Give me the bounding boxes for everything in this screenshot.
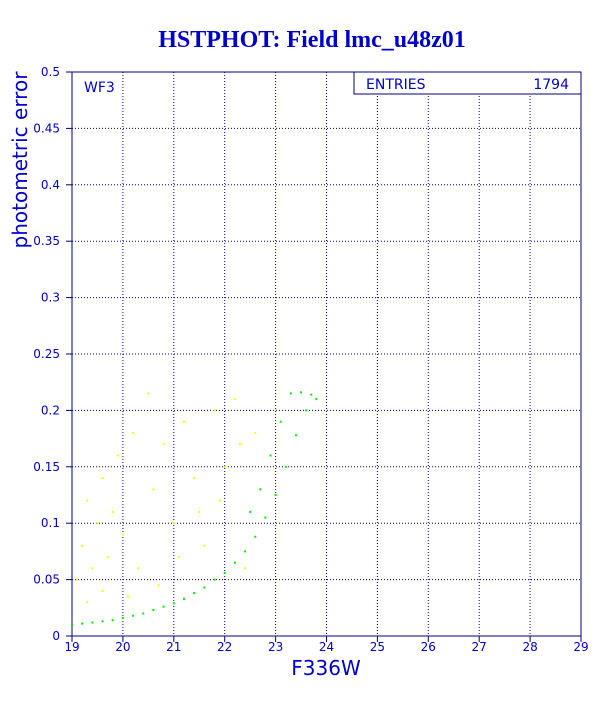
scatter-point [289,392,292,395]
scatter-point [203,544,206,547]
scatter-point [193,477,196,480]
scatter-point [274,494,277,496]
scatter-point [96,522,99,525]
scatter-point [203,586,206,589]
x-tick-label: 21 [166,640,181,654]
scatter-point [91,567,94,570]
x-tick-label: 28 [522,640,537,654]
scatter-point [182,420,185,423]
scatter-point [269,454,272,457]
y-tick-label: 0.1 [41,516,60,530]
scatter-points [71,391,318,626]
scatter-point [198,510,201,513]
scatter-point [223,465,226,468]
scatter-point [111,510,114,513]
stats-box [353,71,582,95]
scatter-point [294,434,297,437]
x-tick-label: 24 [319,640,334,654]
scatter-point [81,622,84,625]
scatter-point [121,533,124,536]
scatter-point [152,488,155,491]
scatter-point [86,499,89,502]
scatter-point [193,592,196,595]
scatter-point [218,499,221,502]
x-axis-ticks: 19 20 21 22 23 24 25 26 27 28 29 [64,636,589,654]
scatter-point [126,595,129,598]
x-tick-label: 29 [573,640,588,654]
scatter-point [106,556,109,559]
scatter-point [152,609,155,612]
y-tick-label: 0.35 [33,234,60,248]
x-tick-label: 22 [217,640,232,654]
scatter-point [259,488,262,491]
scatter-point [157,584,160,587]
x-tick-label: 25 [370,640,385,654]
y-tick-label: 0.5 [41,65,60,79]
scatter-point [238,443,241,446]
scatter-point [147,392,150,395]
scatter-point [182,597,185,600]
y-tick-label: 0.15 [33,460,60,474]
x-tick-label: 19 [64,640,79,654]
scatter-point [132,614,135,617]
scatter-point [244,567,247,570]
scatter-point [233,561,236,564]
y-tick-label: 0.2 [41,403,60,417]
scatter-point [254,535,257,538]
scatter-point [76,578,79,581]
y-tick-label: 0.4 [41,178,60,192]
y-tick-label: 0.45 [33,121,60,135]
scatter-point [233,398,236,401]
y-axis-ticks: 0 0.05 0.1 0.15 0.2 0.25 0.3 0.35 0.4 0.45 0.5 [33,65,72,643]
scatter-point [71,623,73,626]
chart-title: HSTPHOT: Field lmc_u48z01 [158,27,466,53]
stats-entries-value: 1794 [533,77,569,93]
scatter-point [315,398,318,401]
x-tick-label: 27 [472,640,487,654]
scatter-point [121,616,124,619]
x-axis-label: F336W [291,656,361,680]
scatter-point [172,602,175,605]
y-axis-label: photometric error [8,71,32,249]
scatter-point [132,431,135,434]
x-tick-label: 26 [421,640,436,654]
scatter-point [142,612,145,615]
y-tick-label: 0.05 [33,573,60,587]
scatter-point [137,567,140,570]
y-tick-label: 0.25 [33,347,60,361]
x-tick-label: 20 [115,640,130,654]
scatter-point [310,393,313,396]
grid-lines [72,72,581,636]
scatter-point [264,516,267,519]
scatter-point [213,409,216,412]
scatter-point [101,589,104,592]
scatter-point [86,601,89,604]
scatter-point [177,556,180,559]
scatter-point [254,431,257,434]
scatter-point [213,578,216,581]
scatter-point [81,544,84,547]
scatter-point [101,477,104,480]
scatter-point [91,621,94,624]
scatter-point [284,465,287,468]
x-tick-label: 23 [268,640,283,654]
scatter-point [162,443,165,446]
scatter-point [172,522,175,525]
stats-entries-label: ENTRIES [366,77,426,93]
scatter-point [101,620,104,623]
scatter-point [279,420,282,423]
scatter-point [116,454,119,457]
y-tick-label: 0.3 [41,291,60,305]
scatter-point [300,391,303,394]
scatter-point [305,409,308,412]
scatter-point [249,510,252,513]
y-tick-label: 0 [52,629,60,643]
scatter-point [244,550,247,553]
scatter-point [111,619,114,622]
scatter-point [223,571,226,574]
panel-label: WF3 [84,80,115,96]
scatter-point [162,605,165,608]
